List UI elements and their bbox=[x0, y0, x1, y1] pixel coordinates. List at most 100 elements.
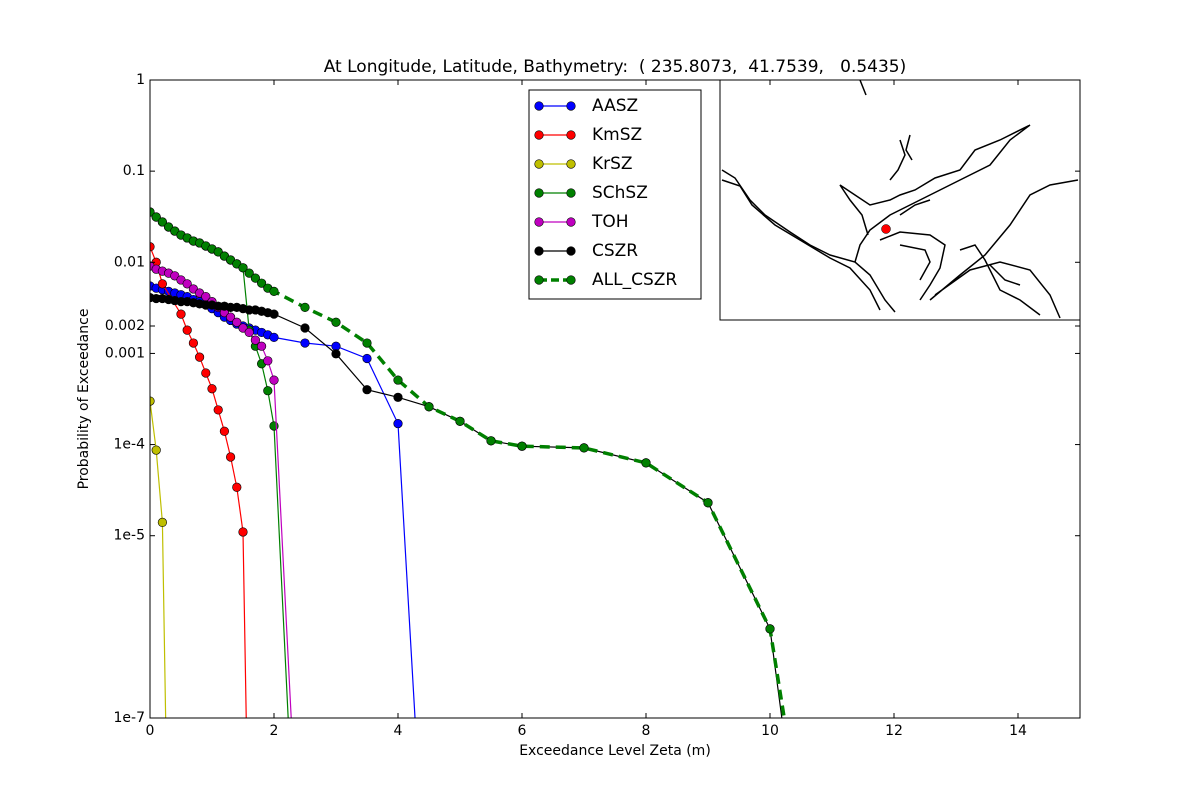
data-point bbox=[641, 458, 651, 468]
data-point bbox=[226, 452, 236, 462]
data-point bbox=[238, 527, 248, 537]
coastline bbox=[721, 79, 1079, 319]
data-point bbox=[157, 279, 167, 289]
data-point bbox=[300, 323, 310, 333]
legend-label: KrSZ bbox=[592, 154, 633, 174]
legend-marker bbox=[534, 188, 544, 198]
y-axis-label: Probability of Exceedance bbox=[76, 309, 92, 490]
legend-marker bbox=[534, 101, 544, 111]
data-point bbox=[176, 309, 186, 319]
data-point bbox=[182, 325, 192, 335]
data-point bbox=[393, 392, 403, 402]
data-point bbox=[393, 418, 403, 429]
legend-marker bbox=[566, 159, 576, 169]
y-tick-label: 0.1 bbox=[123, 163, 145, 179]
y-tick-label: 1e-7 bbox=[114, 710, 145, 726]
data-point bbox=[424, 402, 434, 412]
legend-marker bbox=[566, 101, 576, 111]
data-point bbox=[151, 212, 161, 222]
x-tick-label: 6 bbox=[518, 723, 527, 739]
data-point bbox=[157, 517, 167, 527]
legend-marker bbox=[566, 275, 576, 285]
y-tick-label: 1 bbox=[136, 72, 145, 88]
chart-title: At Longitude, Latitude, Bathymetry: ( 23… bbox=[324, 57, 907, 77]
data-point bbox=[157, 217, 167, 227]
data-point bbox=[150, 242, 155, 252]
data-point bbox=[362, 338, 372, 348]
data-point bbox=[331, 317, 341, 327]
y-tick-label: 1e-5 bbox=[114, 528, 145, 544]
legend: AASZ KmSZ KrSZ SChSZ TOH CSZR ALL_CSZR bbox=[528, 89, 702, 300]
coast-line bbox=[839, 124, 1031, 263]
x-tick-label: 8 bbox=[642, 723, 651, 739]
data-point bbox=[201, 368, 211, 378]
legend-label: KmSZ bbox=[592, 125, 642, 145]
data-point bbox=[765, 624, 775, 634]
data-point bbox=[257, 341, 267, 351]
location-marker bbox=[881, 224, 891, 234]
legend-marker bbox=[566, 217, 576, 227]
data-point bbox=[250, 273, 260, 283]
coast-line bbox=[959, 244, 1041, 316]
coast-line bbox=[879, 231, 946, 301]
data-point bbox=[207, 384, 217, 394]
data-point bbox=[269, 375, 279, 385]
data-point bbox=[232, 317, 242, 327]
legend-label: ALL_CSZR bbox=[592, 270, 677, 290]
data-point bbox=[393, 375, 403, 385]
x-tick-label: 2 bbox=[270, 723, 279, 739]
data-point bbox=[579, 443, 589, 453]
y-tick-label: 0.001 bbox=[105, 345, 145, 361]
x-tick-label: 12 bbox=[885, 723, 903, 739]
data-point bbox=[150, 396, 155, 406]
data-point bbox=[300, 338, 310, 348]
legend-marker bbox=[534, 159, 544, 169]
data-point bbox=[238, 263, 248, 273]
data-point bbox=[195, 352, 205, 362]
coast-line bbox=[859, 79, 931, 216]
data-point bbox=[455, 416, 465, 426]
data-point bbox=[331, 349, 341, 359]
map-frame bbox=[719, 79, 1081, 321]
y-tick-label: 0.002 bbox=[105, 318, 145, 334]
x-tick-label: 4 bbox=[394, 723, 403, 739]
legend-frame bbox=[528, 89, 702, 300]
data-point bbox=[250, 335, 260, 345]
coast-line bbox=[929, 179, 1079, 319]
data-point bbox=[486, 436, 496, 446]
series-line bbox=[150, 401, 167, 718]
data-point bbox=[151, 445, 161, 455]
data-point bbox=[703, 498, 713, 508]
x-tick-label: 0 bbox=[146, 723, 155, 739]
legend-label: AASZ bbox=[592, 96, 638, 116]
legend-label: SChSZ bbox=[592, 183, 648, 203]
legend-marker bbox=[566, 130, 576, 140]
plot-frame bbox=[149, 79, 1081, 719]
data-point bbox=[238, 323, 248, 333]
coast-line bbox=[721, 179, 881, 311]
data-point bbox=[269, 286, 279, 296]
data-point bbox=[331, 341, 341, 351]
x-axis-label: Exceedance Level Zeta (m) bbox=[519, 743, 711, 759]
data-point bbox=[188, 338, 198, 348]
data-point bbox=[269, 332, 279, 342]
legend-label: CSZR bbox=[592, 241, 638, 261]
legend-marker bbox=[534, 217, 544, 227]
data-point bbox=[219, 426, 229, 436]
inset-map bbox=[719, 79, 1081, 321]
x-tick-label: 14 bbox=[1009, 723, 1027, 739]
data-point bbox=[257, 278, 267, 288]
data-point bbox=[269, 309, 279, 319]
data-point bbox=[517, 441, 527, 451]
legend-marker bbox=[534, 130, 544, 140]
data-point bbox=[300, 302, 310, 312]
y-tick-label: 1e-4 bbox=[114, 437, 146, 453]
x-tick-label: 10 bbox=[761, 723, 779, 739]
data-point bbox=[182, 279, 192, 289]
legend-marker bbox=[566, 246, 576, 256]
data-point bbox=[362, 353, 372, 364]
plot-area bbox=[150, 207, 786, 718]
legend-marker bbox=[534, 275, 544, 285]
legend-marker bbox=[566, 188, 576, 198]
